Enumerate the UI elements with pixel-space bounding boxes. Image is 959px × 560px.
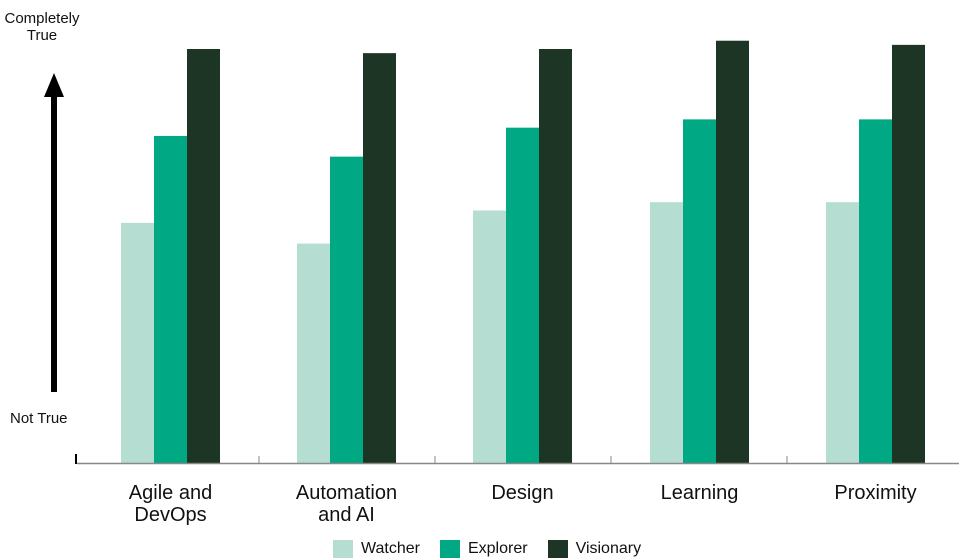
bar-watcher-1 xyxy=(297,243,330,463)
legend-label: Watcher xyxy=(361,540,420,557)
x-tick-label: Design xyxy=(443,482,603,504)
legend-swatch xyxy=(439,540,460,558)
bar-visionary-0 xyxy=(187,49,220,463)
x-tick-label-line: Design xyxy=(491,482,554,504)
x-tick-label-line: DevOps xyxy=(134,504,207,526)
x-tick-label: Proximity xyxy=(796,482,956,504)
y-axis-top-label-text: Completely True xyxy=(0,10,84,44)
bar-explorer-0 xyxy=(154,135,187,463)
x-tick-label-line: Automation xyxy=(295,482,398,504)
bar-explorer-4 xyxy=(859,119,892,463)
bar-watcher-4 xyxy=(826,202,859,463)
y-arrow-head xyxy=(44,73,64,97)
bar-watcher-3 xyxy=(650,202,683,463)
y-arrow xyxy=(44,73,64,392)
x-axis xyxy=(75,454,959,465)
x-tick-label-line: Agile and xyxy=(128,482,213,504)
legend-label: Visionary xyxy=(575,540,642,557)
x-tick-label: Learning xyxy=(620,482,780,504)
y-axis-top-label-line: True xyxy=(26,27,58,44)
y-axis-bottom-label: Not True xyxy=(10,410,68,427)
y-axis-top-label-line: Completely xyxy=(4,10,80,27)
legend-item-visionary: Visionary xyxy=(547,540,642,558)
legend-item-watcher: Watcher xyxy=(333,540,420,558)
bar-visionary-1 xyxy=(363,53,396,463)
bar-visionary-2 xyxy=(539,49,572,463)
bar-explorer-1 xyxy=(330,156,363,463)
x-tick-label: Automation and AI xyxy=(267,482,427,526)
bar-watcher-2 xyxy=(473,210,506,463)
x-tick-label-line: Proximity xyxy=(834,482,917,504)
legend-item-explorer: Explorer xyxy=(439,540,528,558)
bar-visionary-3 xyxy=(716,40,749,463)
legend-swatch xyxy=(547,540,568,558)
bars-group xyxy=(121,40,925,464)
legend: Watcher Explorer Visionary xyxy=(333,538,661,560)
bar-watcher-0 xyxy=(121,222,154,463)
bar-visionary-4 xyxy=(892,44,925,464)
x-tick-label-line: Learning xyxy=(660,482,739,504)
bar-explorer-2 xyxy=(506,127,539,463)
legend-label: Explorer xyxy=(467,540,528,557)
y-axis-top-label: Completely True xyxy=(0,10,84,44)
x-tick-label: Agile and DevOps xyxy=(91,482,251,526)
bar-explorer-3 xyxy=(683,119,716,463)
legend-swatch xyxy=(333,540,353,558)
x-tick-label-line: and AI xyxy=(318,504,375,526)
